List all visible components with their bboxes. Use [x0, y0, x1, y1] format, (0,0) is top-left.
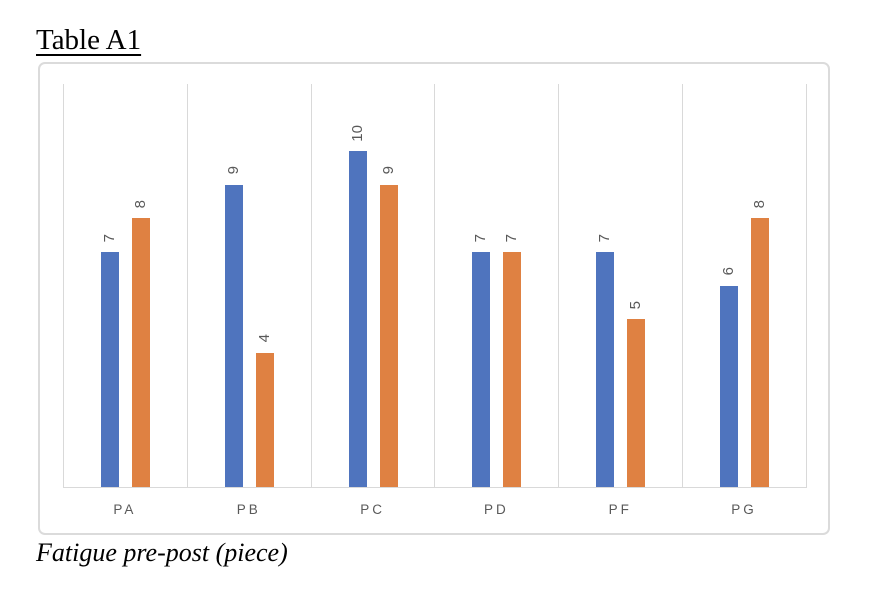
bar-post-pg: 8: [751, 200, 770, 487]
bar-post-pf: 5: [627, 301, 646, 487]
bar-post-pb: 4: [255, 334, 274, 487]
data-label-post-pf: 5: [627, 300, 645, 310]
bar-post-pc: 9: [379, 166, 398, 487]
plot-area: 7 8 9 4 10 9 7 7 7 5 6 8: [63, 84, 807, 488]
x-tick-label-pb: PB: [236, 502, 261, 517]
bar-pre-pa: 7: [100, 234, 119, 487]
data-label-post-pd: 7: [503, 233, 521, 242]
x-tick-label-pc: PC: [360, 502, 385, 517]
data-label-pre-pd: 7: [472, 233, 490, 242]
bar-pre-pc: 10: [348, 125, 367, 487]
bar-post-pd: 7: [503, 234, 522, 487]
bar-chart: 7 8 9 4 10 9 7 7 7 5 6 8 PA PB PC PD PF PG: [38, 62, 830, 535]
bar-post-pa: 8: [131, 200, 150, 487]
x-axis-labels: PA PB PC PD PF PG: [63, 502, 806, 517]
x-tick-label-pa: PA: [113, 502, 137, 517]
x-tick-label-pd: PD: [484, 502, 509, 517]
data-label-post-pg: 8: [751, 199, 769, 209]
figure-title: Table A1: [36, 24, 142, 56]
data-label-post-pc: 9: [379, 166, 397, 175]
x-tick-label-pf: PF: [608, 502, 632, 517]
bar-pre-pg: 6: [720, 267, 739, 487]
x-tick-label-pg: PG: [731, 502, 757, 517]
data-label-post-pa: 8: [131, 199, 149, 209]
data-label-pre-pf: 7: [596, 233, 614, 242]
data-label-pre-pa: 7: [100, 233, 118, 242]
data-label-pre-pc: 10: [348, 124, 366, 142]
category-column-pc: 10 9: [310, 84, 435, 487]
bar-pre-pb: 9: [224, 166, 243, 487]
bar-pre-pf: 7: [596, 234, 615, 487]
figure-caption: Fatigue pre-post (piece): [36, 538, 288, 567]
data-label-pre-pb: 9: [224, 166, 242, 175]
data-label-pre-pg: 6: [720, 267, 738, 276]
bar-pre-pd: 7: [472, 234, 491, 487]
data-label-post-pb: 4: [255, 334, 273, 343]
